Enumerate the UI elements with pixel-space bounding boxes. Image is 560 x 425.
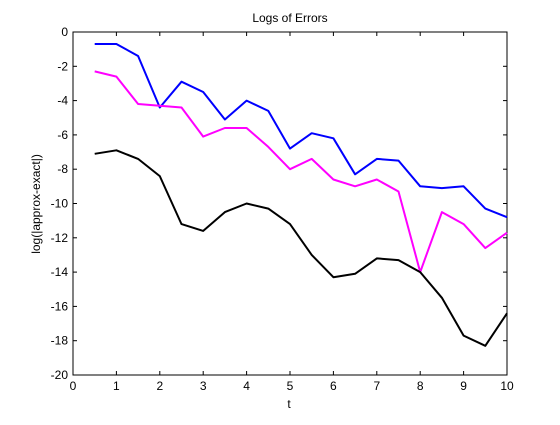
x-axis-label: t: [287, 397, 291, 411]
axes: 0 1 2 3 4 5 6 7 8 9 10 0 -2 -4 -6 -8 -10 -12 -14 -16 -18 -20: [51, 25, 514, 393]
y-tick-label: -6: [57, 128, 68, 142]
y-tick-label: 0: [61, 25, 68, 39]
y-tick-label: -14: [51, 265, 69, 279]
x-tick-label: 9: [460, 379, 467, 393]
series-line-3: [94, 149, 508, 347]
x-tick-label: 8: [417, 379, 424, 393]
x-tick-label: 5: [287, 379, 294, 393]
y-tick-label: -12: [51, 231, 69, 245]
x-tick-label: 4: [243, 379, 250, 393]
y-tick-label: -16: [51, 299, 69, 313]
x-tick-label: 7: [373, 379, 380, 393]
x-tick-label: 10: [500, 379, 514, 393]
x-tick-label: 6: [330, 379, 337, 393]
series-line-1: [94, 43, 508, 219]
y-tick-label: -8: [57, 162, 68, 176]
y-axis-label: log(|approx-exact|): [29, 154, 43, 254]
y-tick-label: -2: [57, 59, 68, 73]
y-tick-label: -10: [51, 197, 69, 211]
series-line-2: [94, 70, 508, 274]
series-group: [94, 43, 508, 347]
chart-title: Logs of Errors: [252, 11, 327, 25]
y-tick-label: -20: [51, 368, 69, 382]
x-tick-label: 2: [156, 379, 163, 393]
plot-frame: [72, 31, 508, 376]
x-tick-label: 3: [200, 379, 207, 393]
x-tick-label: 1: [113, 379, 120, 393]
y-tick-label: -18: [51, 334, 69, 348]
y-tick-label: -4: [57, 94, 68, 108]
x-tick-label: 0: [70, 379, 77, 393]
